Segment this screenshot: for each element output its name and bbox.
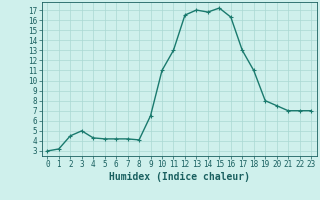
X-axis label: Humidex (Indice chaleur): Humidex (Indice chaleur): [109, 172, 250, 182]
